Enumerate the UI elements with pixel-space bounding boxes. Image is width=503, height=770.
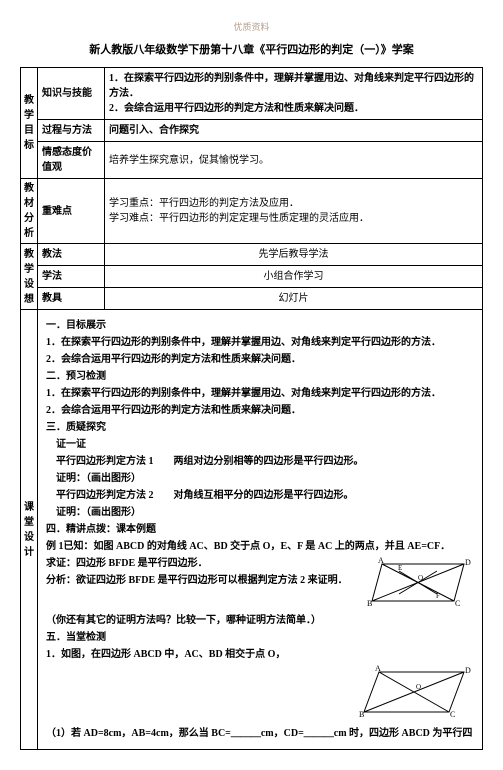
content-1b: 2．会综合运用平行四边形的判定方法和性质来解决问题． bbox=[46, 352, 474, 367]
knowledge-item-2: 2．会综合运用平行四边形的判定方法和性质来解决问题． bbox=[109, 101, 478, 116]
prove-label: 证一证 bbox=[46, 437, 474, 452]
row-learnmethod-content: 小组合作学习 bbox=[105, 266, 483, 288]
parallelogram-abcd-figure: A D B C O bbox=[354, 664, 474, 724]
method-1: 平行四边形判定方法 1 两组对边分别相等的四边形是平行四边形。 bbox=[46, 454, 474, 469]
keypoint-1: 学习重点：平行四边形的判定方法及应用． bbox=[109, 196, 478, 211]
svg-text:B: B bbox=[359, 710, 364, 719]
content-1a: 1．在探索平行四边形的判别条件中，理解并掌握用边、对角线来判定平行四边形的方法． bbox=[46, 335, 474, 350]
knowledge-item-1: 1．在探索平行四边形的判别条件中，理解并掌握用边、对角线来判定平行四边形的方法． bbox=[109, 71, 478, 101]
heading-2: 二．预习检测 bbox=[46, 369, 474, 384]
row-process-content: 问题引入、合作探究 bbox=[105, 120, 483, 142]
svg-text:O: O bbox=[416, 683, 421, 691]
svg-text:A: A bbox=[375, 664, 381, 673]
heading-4: 四．精讲点拨：课本例题 bbox=[46, 522, 474, 537]
section-goal: 教学目标 bbox=[21, 68, 38, 179]
example-1: 例 1已知：如图 ABCD 的对角线 AC、BD 交于点 O，E、F 是 AC … bbox=[46, 539, 474, 554]
section-material: 教材分析 bbox=[21, 179, 38, 244]
row-value-label: 情感态度价值观 bbox=[38, 142, 105, 179]
page-title: 新人教版八年级数学下册第十八章《平行四边形的判定（一）》学案 bbox=[20, 41, 483, 57]
method-2: 平行四边形判定方法 2 对角线互相平分的四边形是平行四边形。 bbox=[46, 488, 474, 503]
svg-text:B: B bbox=[367, 599, 372, 608]
row-value-content: 培养学生探究意识，促其愉悦学习。 bbox=[105, 142, 483, 179]
row-knowledge-label: 知识与技能 bbox=[38, 68, 105, 120]
row-knowledge-content: 1．在探索平行四边形的判别条件中，理解并掌握用边、对角线来判定平行四边形的方法．… bbox=[105, 68, 483, 120]
row-teachmethod-content: 先学后教导学法 bbox=[105, 244, 483, 266]
row-process-label: 过程与方法 bbox=[38, 120, 105, 142]
content-2a: 1．在探索平行四边形的判别条件中，理解并掌握用边、对角线来判定平行四边形的方法． bbox=[46, 386, 474, 401]
heading-3: 三．质疑探究 bbox=[46, 420, 474, 435]
svg-text:E: E bbox=[398, 564, 402, 572]
svg-text:C: C bbox=[450, 710, 455, 719]
method-2-proof: 证明：（画出图形） bbox=[46, 505, 474, 520]
example-1-ask: （你还有其它的证明方法吗？比较一下，哪种证明方法简单．） bbox=[46, 613, 474, 628]
svg-text:F: F bbox=[436, 592, 440, 600]
row-keypoint-label: 重难点 bbox=[38, 179, 105, 244]
parallelogram-bfde-figure: A D B C E F O bbox=[364, 556, 474, 611]
content-2b: 2．会综合运用平行四边形的判定方法和性质来解决问题． bbox=[46, 403, 474, 418]
lesson-plan-table: 教学目标 知识与技能 1．在探索平行四边形的判别条件中，理解并掌握用边、对角线来… bbox=[20, 67, 483, 750]
svg-text:A: A bbox=[378, 556, 384, 565]
heading-5: 五．当堂检测 bbox=[46, 630, 474, 645]
section-design: 课堂设计 bbox=[21, 310, 38, 750]
section-idea: 教学设想 bbox=[21, 244, 38, 310]
row-teachmethod-label: 教法 bbox=[38, 244, 105, 266]
heading-1: 一．目标展示 bbox=[46, 318, 474, 333]
design-content: 一．目标展示 1．在探索平行四边形的判别条件中，理解并掌握用边、对角线来判定平行… bbox=[38, 310, 483, 750]
row-keypoint-content: 学习重点：平行四边形的判定方法及应用． 学习难点：平行四边形的判定定理与性质定理… bbox=[105, 179, 483, 244]
row-tool-content: 幻灯片 bbox=[105, 288, 483, 310]
question-1: 1．如图，在四边形 ABCD 中，AC、BD 相交于点 O， bbox=[46, 647, 474, 662]
row-learnmethod-label: 学法 bbox=[38, 266, 105, 288]
method-1-proof: 证明：（画出图形） bbox=[46, 471, 474, 486]
keypoint-2: 学习难点：平行四边形的判定定理与性质定理的灵活应用． bbox=[109, 211, 478, 226]
row-tool-label: 教具 bbox=[38, 288, 105, 310]
svg-text:C: C bbox=[455, 599, 460, 608]
question-1a: （1）若 AD=8cm，AB=4cm，那么当 BC=＿＿＿cm，CD=＿＿＿cm… bbox=[46, 726, 474, 741]
watermark-text: 优质资料 bbox=[20, 20, 483, 33]
svg-text:O: O bbox=[418, 574, 423, 582]
svg-text:D: D bbox=[465, 558, 471, 567]
svg-text:D: D bbox=[465, 666, 471, 675]
